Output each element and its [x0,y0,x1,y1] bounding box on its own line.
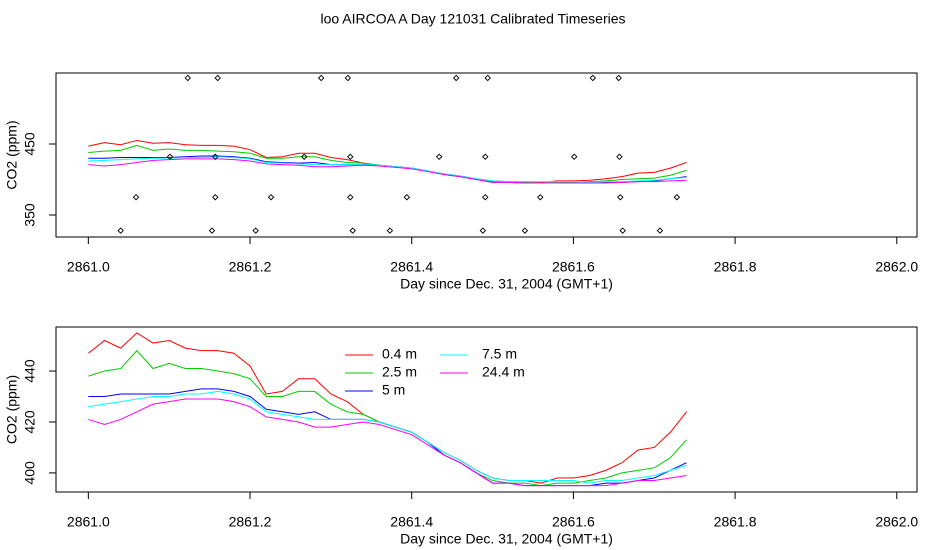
y-axis-label: CO2 (ppm) [4,120,20,189]
legend-label: 5 m [382,382,405,398]
y-axis-label: CO2 (ppm) [4,375,20,444]
y-tick-label: 450 [22,132,38,156]
point [300,153,308,161]
legend-label: 2.5 m [382,364,417,380]
plot-frame [55,326,918,493]
x-tick-label: 2861.6 [552,514,595,530]
point [570,153,578,161]
point [214,74,221,82]
series-line [88,390,687,484]
point [615,74,622,82]
point [616,153,623,161]
x-tick-label: 2861.4 [390,259,433,275]
x-tick-label: 2861.4 [390,514,433,530]
point [166,153,174,161]
point [267,194,275,201]
x-tick-label: 2861.0 [67,514,110,530]
point [184,74,192,82]
point [386,227,394,234]
point [317,74,325,82]
point [479,227,487,234]
point [452,74,460,82]
y-tick-label: 420 [22,410,38,434]
point [117,227,124,234]
point [349,227,356,234]
x-tick-label: 2861.6 [552,259,595,275]
point [252,227,259,234]
point [212,194,219,201]
page-title: loo AIRCOA A Day 121031 Calibrated Times… [320,11,625,27]
series-line [88,398,687,487]
x-tick-label: 2861.8 [714,514,757,530]
point [132,194,140,201]
x-tick-label: 2862.0 [875,259,918,275]
point [347,153,354,161]
y-tick-label: 400 [22,461,38,485]
point [521,227,529,234]
point [619,227,626,234]
point [347,194,354,201]
point [403,194,411,201]
point [537,194,544,201]
point [344,74,352,82]
point [482,153,489,161]
x-tick-label: 2861.2 [229,259,272,275]
x-tick-label: 2862.0 [875,514,918,530]
point [617,194,624,201]
y-tick-label: 440 [22,359,38,383]
x-axis-label: Day since Dec. 31, 2004 (GMT+1) [400,531,613,547]
point [482,194,489,201]
point [435,153,443,161]
point [208,227,216,234]
x-axis-label: Day since Dec. 31, 2004 (GMT+1) [400,276,613,292]
series-line [88,158,687,184]
x-tick-label: 2861.0 [67,259,110,275]
plot-frame [55,72,918,238]
x-tick-label: 2861.2 [229,514,272,530]
x-tick-label: 2861.8 [714,259,757,275]
legend-label: 0.4 m [382,346,417,362]
legend-label: 24.4 m [482,364,525,380]
point [656,227,664,234]
point [589,74,597,82]
point [673,194,681,201]
legend-label: 7.5 m [482,346,517,362]
series-line [88,156,687,183]
y-tick-label: 350 [22,203,38,227]
point [484,74,491,82]
point [212,153,219,161]
